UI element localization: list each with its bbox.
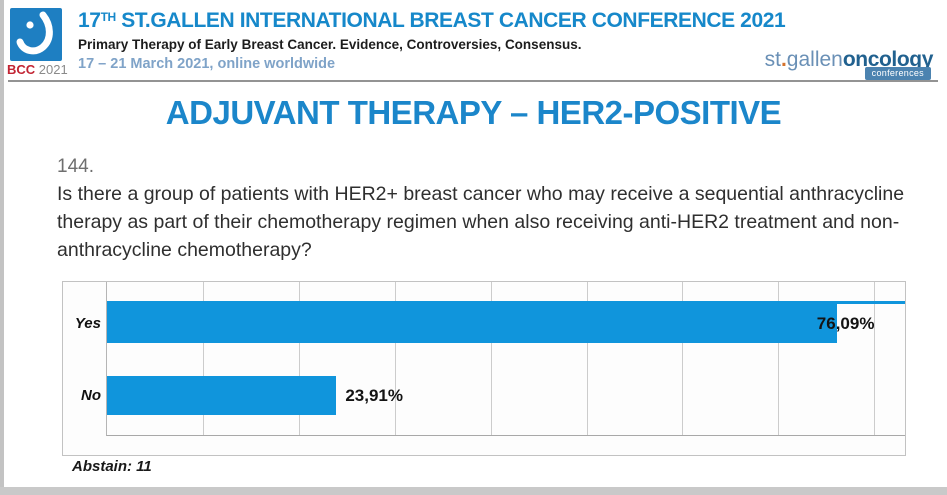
- frame-bottom-edge: [0, 487, 947, 495]
- stgallen-oncology-logo: st.gallenoncology: [764, 48, 934, 72]
- plot-top-line: [107, 301, 905, 304]
- gridline: [586, 282, 588, 435]
- conference-dates: 17 – 21 March 2021, online worldwide: [78, 56, 336, 72]
- gridline: [490, 282, 492, 435]
- category-label-yes: Yes: [74, 315, 101, 332]
- gridline: [778, 282, 780, 435]
- bcc-logo-caption: BCC 2021: [7, 62, 68, 77]
- gridline: [874, 282, 876, 435]
- conference-subtitle: Primary Therapy of Early Breast Cancer. …: [78, 37, 582, 52]
- brand-oncology: oncology: [842, 48, 934, 71]
- frame-left-edge: [0, 0, 4, 495]
- bcc-logo: [10, 8, 62, 61]
- bar-value-label: 76,09%: [816, 314, 875, 333]
- bcc-year: 2021: [38, 62, 68, 77]
- brand-dot: .: [780, 48, 787, 71]
- gridline: [394, 282, 396, 435]
- abstain-note: Abstain: 11: [72, 458, 152, 475]
- conference-title: 17TH ST.GALLEN INTERNATIONAL BREAST CANC…: [78, 9, 786, 33]
- bar-no: [107, 376, 337, 415]
- conference-title-ordinal: TH: [100, 10, 117, 24]
- brand-st: st: [764, 48, 781, 71]
- header-divider: [8, 80, 938, 82]
- conference-header: 17TH ST.GALLEN INTERNATIONAL BREAST CANC…: [78, 9, 786, 72]
- bar-yes: [107, 304, 837, 343]
- plot-area: 76,09% 23,91%: [106, 282, 905, 436]
- question-number: 144.: [57, 156, 94, 177]
- conference-title-text: ST.GALLEN INTERNATIONAL BREAST CANCER CO…: [115, 9, 786, 32]
- gridline: [298, 282, 300, 435]
- bar-value-label: 23,91%: [345, 386, 403, 405]
- question-text: Is there a group of patients with HER2+ …: [57, 183, 905, 261]
- bcc-acronym: BCC: [7, 62, 36, 77]
- page-title: ADJUVANT THERAPY – HER2-POSITIVE: [165, 94, 782, 131]
- conferences-badge: conferences: [864, 67, 931, 80]
- gridline: [202, 282, 204, 435]
- poll-results-chart: 76,09% 23,91% Yes No: [62, 281, 906, 456]
- conference-title-number: 17: [78, 9, 101, 32]
- brand-gallen: gallen: [786, 48, 843, 71]
- gridline: [682, 282, 684, 435]
- drop-icon: [16, 11, 53, 55]
- category-label-no: No: [81, 387, 101, 404]
